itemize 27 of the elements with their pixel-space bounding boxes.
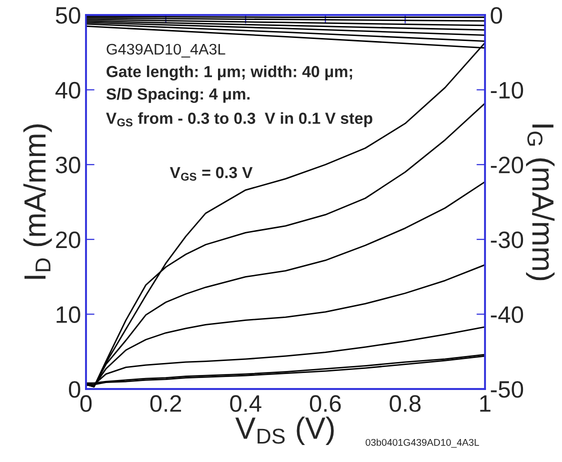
y-tick-label: 10 xyxy=(56,306,80,323)
annotation: V$_{GS}$ from - 0.3 to 0.3 V in 0.1 V step xyxy=(106,112,372,128)
y-tick-label: 0 xyxy=(68,381,80,398)
annotation: V$_{GS}$ = 0.3 V xyxy=(170,166,253,181)
annotation: S/D Spacing: 4 μm. xyxy=(106,88,250,103)
x-axis-title: V$_{DS}$ (V) xyxy=(235,416,334,446)
y-tick-label: 40 xyxy=(55,82,80,99)
annotation: Gate length: 1 μm; width: 40 μm; xyxy=(106,65,352,80)
annotation: G439AD10_4A3L xyxy=(106,44,226,58)
y-tick-label: 30 xyxy=(56,156,80,174)
x-tick-label: 0.2 xyxy=(150,395,182,412)
y2-tick-label: 0 xyxy=(490,7,502,24)
x-tick-label: 0.4 xyxy=(230,395,262,412)
y2-tick-label: -20 xyxy=(490,156,524,174)
y2-tick-label: -30 xyxy=(490,231,524,248)
y-axis-title: I$_{D}$ (mA/mm) xyxy=(23,124,52,279)
x-tick-label: 0.8 xyxy=(390,395,421,412)
text: 03b0401G439AD10_4A3L xyxy=(366,438,480,448)
y2-tick-label: -10 xyxy=(490,82,524,99)
y-tick-label: 50 xyxy=(56,7,80,24)
y2-axis-title: I$_{G}$ (mA/mm) xyxy=(526,124,555,280)
x-tick-label: 0.6 xyxy=(310,395,341,412)
x-tick-label: 1 xyxy=(480,395,490,412)
y2-tick-label: -40 xyxy=(490,306,524,323)
x-tick-label: 0 xyxy=(80,395,92,412)
y-tick-label: 20 xyxy=(56,231,80,248)
y2-tick-label: -50 xyxy=(490,381,524,398)
